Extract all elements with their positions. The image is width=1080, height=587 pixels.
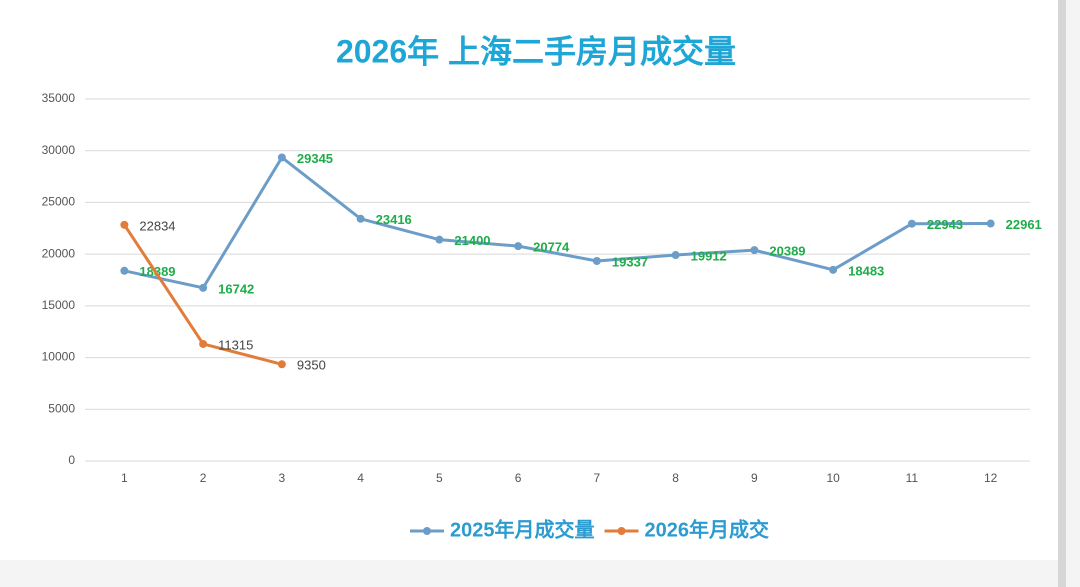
x-tick-label: 11 <box>906 471 919 485</box>
y-tick-label: 5000 <box>48 401 75 415</box>
data-point <box>829 265 838 274</box>
x-tick-label: 3 <box>279 471 286 485</box>
data-label: 18389 <box>139 264 175 279</box>
data-point <box>986 219 995 228</box>
y-tick-label: 10000 <box>42 350 76 364</box>
data-label: 19337 <box>612 254 648 269</box>
data-label: 11315 <box>218 337 253 352</box>
data-point <box>514 242 523 251</box>
data-label: 20774 <box>533 240 570 255</box>
data-label: 22834 <box>139 218 175 233</box>
y-tick-label: 35000 <box>42 91 76 105</box>
data-label: 21400 <box>454 233 490 248</box>
data-point <box>199 283 208 292</box>
y-tick-label: 15000 <box>42 298 76 312</box>
y-tick-label: 30000 <box>42 143 76 157</box>
x-tick-label: 5 <box>436 471 443 485</box>
chart-background <box>0 0 1058 560</box>
x-tick-label: 6 <box>515 471 522 485</box>
data-label: 22961 <box>1006 217 1042 232</box>
data-point <box>277 360 286 369</box>
data-label: 16742 <box>218 281 254 296</box>
data-label: 20389 <box>769 244 805 259</box>
data-label: 18483 <box>848 263 884 278</box>
series-line <box>124 155 991 290</box>
legend-marker <box>423 527 431 535</box>
y-tick-label: 20000 <box>42 246 76 260</box>
data-point <box>356 214 365 223</box>
data-label: 23416 <box>376 212 412 227</box>
legend-label: 2026年月成交 <box>645 517 770 541</box>
data-point <box>199 339 208 348</box>
data-point <box>120 266 129 275</box>
legend-marker <box>617 527 626 535</box>
data-label: 19912 <box>691 248 727 263</box>
x-tick-label: 10 <box>826 471 840 485</box>
data-point <box>671 251 680 260</box>
x-tick-label: 8 <box>672 471 679 485</box>
x-tick-label: 4 <box>357 471 364 485</box>
legend-label: 2025年月成交量 <box>450 517 595 541</box>
x-tick-label: 1 <box>121 471 128 485</box>
data-label: 9350 <box>297 358 326 373</box>
x-tick-label: 9 <box>751 471 758 485</box>
data-point <box>435 235 444 244</box>
data-label: 29345 <box>297 151 333 166</box>
data-point <box>592 257 601 266</box>
data-point <box>120 220 129 229</box>
y-tick-label: 0 <box>68 453 75 467</box>
data-point <box>907 219 916 228</box>
data-point <box>277 153 286 162</box>
y-tick-label: 25000 <box>42 195 76 209</box>
x-tick-label: 12 <box>984 471 998 485</box>
chart-title: 2026年 上海二手房月成交量 <box>336 33 736 69</box>
x-tick-label: 2 <box>200 471 207 485</box>
scrollbar <box>1058 0 1066 587</box>
data-label: 22943 <box>927 217 963 232</box>
data-point <box>750 246 759 255</box>
x-tick-label: 7 <box>594 471 601 485</box>
